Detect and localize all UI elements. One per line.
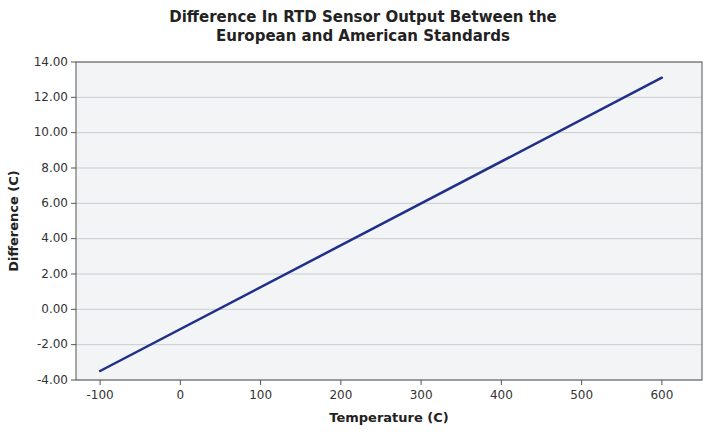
line (100, 78, 662, 371)
y-tick-label: 2.00 (41, 267, 68, 281)
chart: -4.00 -2.00 0.00 2.00 4.00 6.00 8.00 10.00 12.00… (0, 0, 726, 432)
plot-frame (76, 62, 702, 380)
x-tick (340, 380, 341, 385)
x-tick-label: 200 (329, 388, 352, 402)
y-tick (71, 344, 76, 345)
y-tick (71, 97, 76, 98)
x-tick-label: 400 (490, 388, 513, 402)
y-tick-label: -4.00 (37, 373, 68, 387)
y-tick (71, 132, 76, 133)
axes: -4.00 -2.00 0.00 2.00 4.00 6.00 8.00 10.00 12.00… (34, 55, 674, 403)
grid-line (76, 274, 702, 275)
x-tick (501, 380, 502, 385)
y-tick-label: 10.00 (34, 125, 68, 139)
grid-line (76, 238, 702, 239)
title: Difference In RTD Sensor Output Between … (169, 8, 557, 45)
y-tick-label: 6.00 (41, 196, 68, 210)
grid (76, 62, 702, 380)
y-tick-label: 4.00 (41, 231, 68, 245)
y-tick (71, 62, 76, 63)
y-tick-label: 14.00 (34, 55, 68, 69)
y-tick-label: -2.00 (37, 337, 68, 351)
grid-line (76, 132, 702, 133)
y-tick (71, 238, 76, 239)
data-layer (100, 78, 662, 371)
x-axis-label: Temperature (C) (329, 410, 448, 425)
y-tick-label: 12.00 (34, 90, 68, 104)
x-tick (581, 380, 582, 385)
title-line: European and American Standards (216, 27, 510, 45)
x-tick-label: 300 (410, 388, 433, 402)
y-tick-label: 0.00 (41, 302, 68, 316)
y-axis-label: Difference (C) (6, 170, 21, 272)
x-tick-label: 500 (570, 388, 593, 402)
chart-container: -4.00 -2.00 0.00 2.00 4.00 6.00 8.00 10.00 12.00… (0, 0, 726, 432)
grid-line (76, 344, 702, 345)
y-tick-label: 8.00 (41, 161, 68, 175)
y-tick (71, 168, 76, 169)
x-tick-label: 100 (249, 388, 272, 402)
x-tick-label: 0 (177, 388, 185, 402)
x-tick (180, 380, 181, 385)
x-tick (421, 380, 422, 385)
x-tick-label: 600 (650, 388, 673, 402)
plot-background (76, 62, 702, 380)
x-tick-label: -100 (86, 388, 113, 402)
grid-line (76, 97, 702, 98)
y-tick (71, 274, 76, 275)
y-tick (71, 203, 76, 204)
grid-line (76, 168, 702, 169)
y-tick (71, 309, 76, 310)
grid-line (76, 309, 702, 310)
x-tick (661, 380, 662, 385)
grid-line (76, 203, 702, 204)
x-tick (260, 380, 261, 385)
y-tick (71, 380, 76, 381)
x-tick (100, 380, 101, 385)
title-line: Difference In RTD Sensor Output Between … (169, 8, 557, 26)
